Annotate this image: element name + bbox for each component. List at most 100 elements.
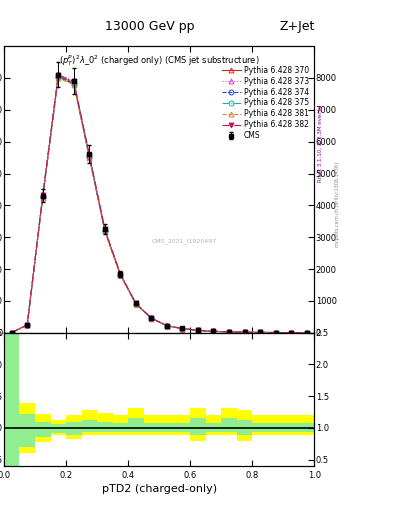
- Pythia 6.428 374: [9, 330, 14, 336]
- Legend: Pythia 6.428 370, Pythia 6.428 373, Pythia 6.428 374, Pythia 6.428 375, Pythia 6: Pythia 6.428 370, Pythia 6.428 373, Pyth…: [220, 64, 310, 142]
- Pythia 6.428 375: [289, 330, 294, 336]
- Pythia 6.428 373: [196, 327, 200, 333]
- Pythia 6.428 373: [242, 329, 247, 335]
- Pythia 6.428 373: [40, 192, 45, 198]
- Pythia 6.428 374: [87, 154, 92, 160]
- Pythia 6.428 381: [258, 329, 263, 335]
- Pythia 6.428 382: [196, 327, 200, 333]
- Pythia 6.428 381: [9, 330, 14, 336]
- Pythia 6.428 374: [227, 329, 231, 335]
- Pythia 6.428 374: [258, 329, 263, 335]
- Pythia 6.428 381: [165, 323, 169, 329]
- Pythia 6.428 382: [258, 329, 263, 335]
- Pythia 6.428 370: [25, 322, 29, 328]
- Pythia 6.428 382: [9, 330, 14, 336]
- Pythia 6.428 382: [180, 326, 185, 332]
- Pythia 6.428 381: [25, 322, 29, 328]
- Pythia 6.428 373: [9, 330, 14, 336]
- Pythia 6.428 375: [149, 315, 154, 322]
- Line: Pythia 6.428 370: Pythia 6.428 370: [9, 74, 309, 335]
- Pythia 6.428 373: [227, 329, 231, 335]
- Pythia 6.428 381: [56, 75, 61, 81]
- Text: CMS_2021_I1920497: CMS_2021_I1920497: [151, 238, 217, 244]
- Line: Pythia 6.428 381: Pythia 6.428 381: [9, 76, 309, 335]
- Line: Pythia 6.428 382: Pythia 6.428 382: [9, 73, 309, 335]
- Pythia 6.428 381: [273, 329, 278, 335]
- Pythia 6.428 375: [180, 326, 185, 332]
- Pythia 6.428 370: [149, 315, 154, 322]
- Text: mcplots.cern.ch [arXiv:1306.3436]: mcplots.cern.ch [arXiv:1306.3436]: [336, 162, 340, 247]
- Pythia 6.428 373: [134, 300, 138, 306]
- Pythia 6.428 374: [25, 322, 29, 328]
- Pythia 6.428 382: [72, 78, 76, 84]
- Pythia 6.428 381: [196, 327, 200, 333]
- Pythia 6.428 375: [134, 301, 138, 307]
- Pythia 6.428 381: [180, 326, 185, 332]
- Pythia 6.428 374: [134, 301, 138, 307]
- Pythia 6.428 382: [134, 301, 138, 307]
- Pythia 6.428 370: [227, 329, 231, 335]
- Pythia 6.428 381: [242, 329, 247, 335]
- Pythia 6.428 382: [118, 271, 123, 277]
- Pythia 6.428 373: [258, 329, 263, 335]
- Pythia 6.428 382: [25, 322, 29, 328]
- Pythia 6.428 370: [196, 327, 200, 333]
- Pythia 6.428 382: [304, 330, 309, 336]
- Pythia 6.428 373: [211, 328, 216, 334]
- Pythia 6.428 375: [9, 330, 14, 336]
- Text: $(p_T^P)^2\lambda\_0^2$ (charged only) (CMS jet substructure): $(p_T^P)^2\lambda\_0^2$ (charged only) (…: [59, 53, 259, 68]
- Pythia 6.428 374: [103, 228, 107, 234]
- Pythia 6.428 375: [25, 322, 29, 328]
- Line: Pythia 6.428 374: Pythia 6.428 374: [9, 75, 309, 335]
- Pythia 6.428 375: [242, 329, 247, 335]
- Pythia 6.428 373: [25, 322, 29, 328]
- Pythia 6.428 381: [118, 272, 123, 279]
- Pythia 6.428 370: [9, 330, 14, 336]
- Pythia 6.428 370: [72, 80, 76, 86]
- Pythia 6.428 370: [56, 73, 61, 79]
- Pythia 6.428 370: [242, 329, 247, 335]
- Pythia 6.428 375: [196, 327, 200, 333]
- Pythia 6.428 382: [56, 72, 61, 78]
- Pythia 6.428 370: [289, 330, 294, 336]
- Pythia 6.428 373: [273, 329, 278, 335]
- Pythia 6.428 381: [149, 315, 154, 322]
- Pythia 6.428 370: [273, 329, 278, 335]
- Pythia 6.428 382: [242, 329, 247, 335]
- Pythia 6.428 370: [118, 271, 123, 278]
- Pythia 6.428 374: [304, 330, 309, 336]
- Pythia 6.428 373: [289, 330, 294, 336]
- Pythia 6.428 370: [304, 330, 309, 336]
- Pythia 6.428 374: [289, 330, 294, 336]
- Pythia 6.428 375: [56, 72, 61, 78]
- Pythia 6.428 373: [149, 315, 154, 321]
- Pythia 6.428 382: [211, 328, 216, 334]
- Pythia 6.428 381: [87, 155, 92, 161]
- Pythia 6.428 375: [258, 329, 263, 335]
- Pythia 6.428 370: [103, 227, 107, 233]
- Pythia 6.428 375: [40, 193, 45, 199]
- Text: Rivet 3.1.10, ≥ 3.3M events: Rivet 3.1.10, ≥ 3.3M events: [318, 105, 323, 182]
- Pythia 6.428 374: [242, 329, 247, 335]
- Pythia 6.428 381: [289, 330, 294, 336]
- Pythia 6.428 375: [211, 328, 216, 334]
- Pythia 6.428 374: [196, 327, 200, 333]
- Text: Z+Jet: Z+Jet: [279, 20, 314, 33]
- Pythia 6.428 374: [273, 329, 278, 335]
- Pythia 6.428 373: [165, 323, 169, 329]
- Pythia 6.428 370: [87, 153, 92, 159]
- Text: 13000 GeV pp: 13000 GeV pp: [105, 20, 194, 33]
- Pythia 6.428 375: [304, 330, 309, 336]
- Pythia 6.428 370: [134, 301, 138, 307]
- Pythia 6.428 374: [165, 323, 169, 329]
- Pythia 6.428 375: [273, 329, 278, 335]
- Pythia 6.428 373: [72, 78, 76, 84]
- Pythia 6.428 382: [103, 226, 107, 232]
- Pythia 6.428 370: [40, 194, 45, 200]
- Pythia 6.428 373: [56, 72, 61, 78]
- Pythia 6.428 381: [304, 330, 309, 336]
- Pythia 6.428 374: [40, 194, 45, 200]
- Pythia 6.428 374: [118, 272, 123, 278]
- Pythia 6.428 370: [258, 329, 263, 335]
- Pythia 6.428 381: [103, 228, 107, 234]
